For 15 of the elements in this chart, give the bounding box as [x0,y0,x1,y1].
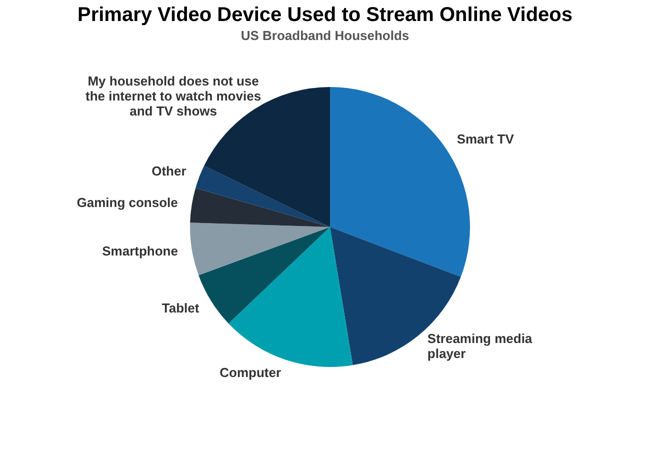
pie-slice [190,222,330,276]
slice-label: Computer [220,365,282,380]
pie-slice [228,227,353,367]
pie-slice [196,166,330,227]
slice-label: Smart TV [456,132,514,147]
slice-label: Other [152,164,186,179]
slice-label: Tablet [162,300,200,316]
slice-label: Smartphone [102,244,178,259]
slice-label: My household does not use the internet to watch movies and TV shows [86,73,262,118]
pie-slice [198,227,330,324]
slice-label: Streaming media player [427,330,533,361]
pie-slice [190,188,330,227]
chart-subtitle: US Broadband Households [240,28,410,43]
chart-title: Primary Video Device Used to Stream Online Videos [76,4,574,27]
slice-label: Gaming console [76,194,178,210]
